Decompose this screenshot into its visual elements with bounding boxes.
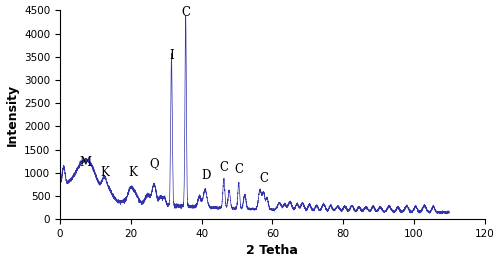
Text: C: C <box>234 163 243 176</box>
Y-axis label: Intensity: Intensity <box>6 84 18 146</box>
Text: C: C <box>181 6 190 19</box>
Text: K: K <box>100 166 108 179</box>
Text: K: K <box>128 166 137 179</box>
Text: C: C <box>220 161 228 174</box>
X-axis label: 2 Tetha: 2 Tetha <box>246 244 298 257</box>
Text: M: M <box>80 156 92 169</box>
Text: D: D <box>201 169 210 182</box>
Text: C: C <box>259 172 268 185</box>
Text: I: I <box>169 49 174 62</box>
Text: Q: Q <box>149 158 158 170</box>
